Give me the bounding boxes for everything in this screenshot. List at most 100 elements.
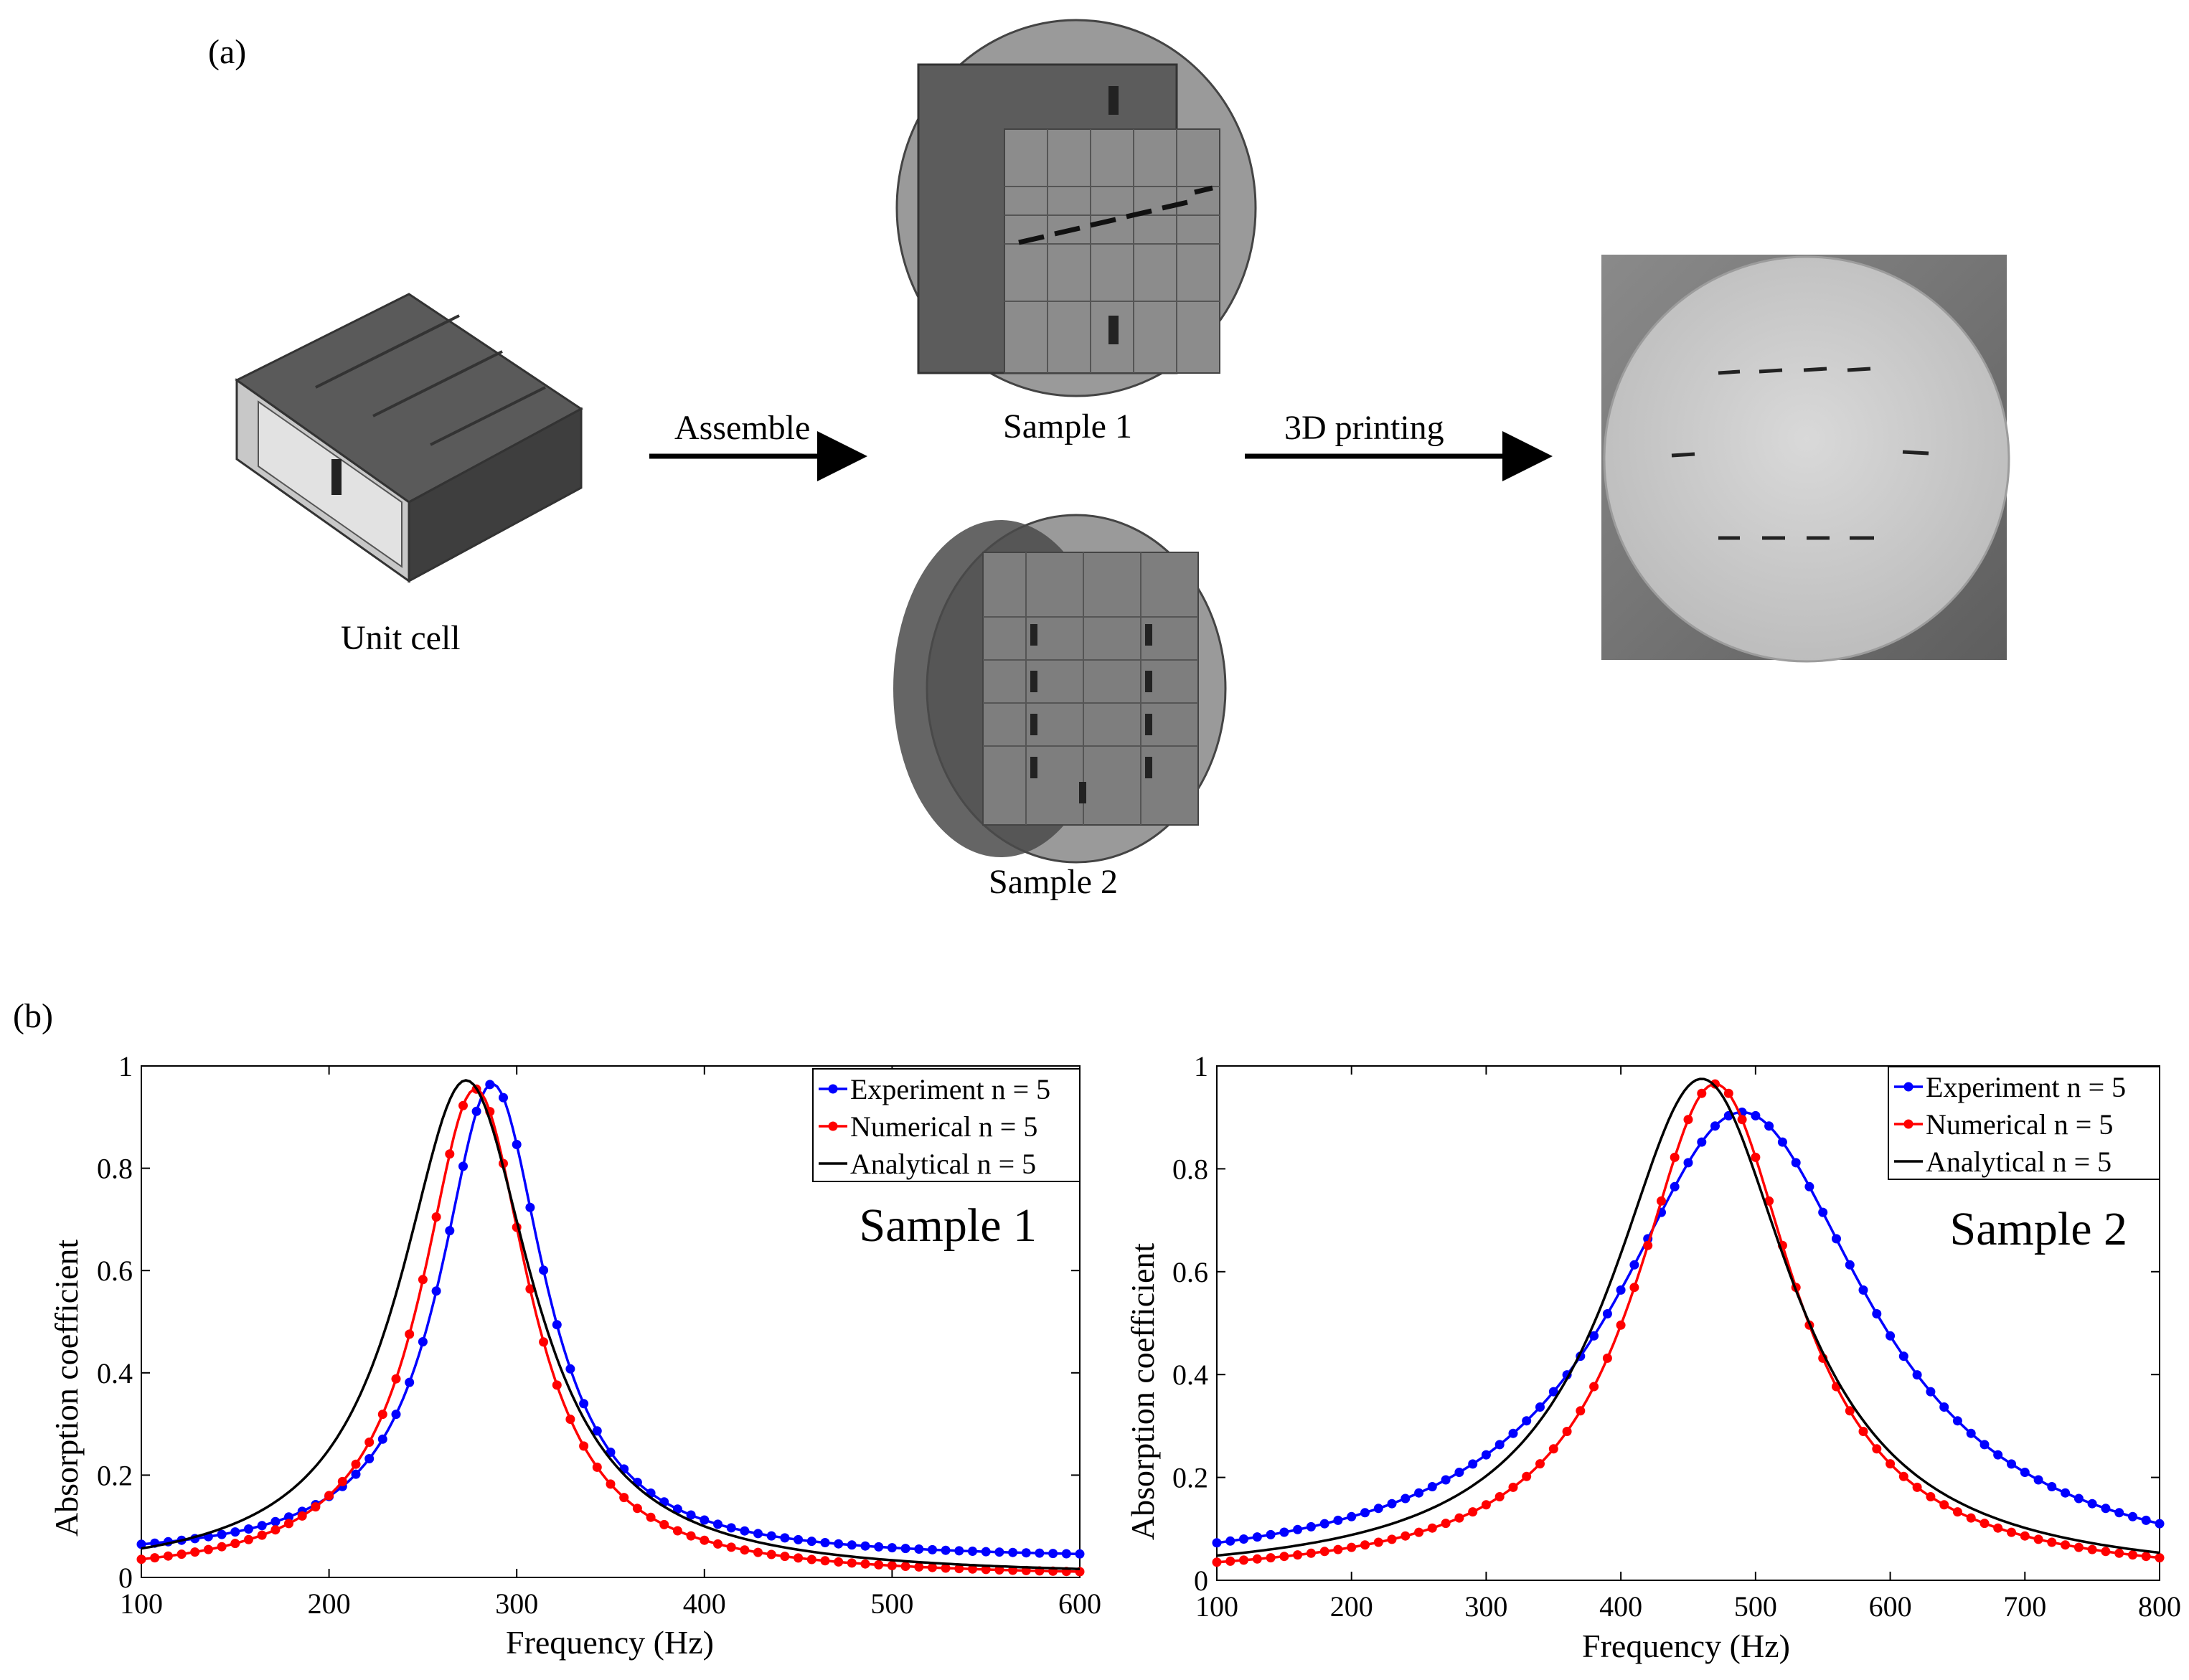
chart-2-title: Sample 2 xyxy=(1950,1203,2127,1255)
data-point xyxy=(1979,1440,1990,1450)
data-point xyxy=(579,1399,589,1409)
data-point xyxy=(954,1546,964,1556)
data-point xyxy=(1373,1504,1383,1514)
data-point xyxy=(1643,1240,1653,1250)
data-point xyxy=(794,1534,804,1544)
data-point xyxy=(1912,1482,1922,1492)
data-point xyxy=(2101,1547,2111,1557)
chart-2-legend: Experiment n = 5 Numerical n = 5 Analytica… xyxy=(1888,1066,2160,1180)
data-point xyxy=(1710,1079,1720,1089)
data-point xyxy=(176,1549,187,1559)
unit-cell-label: Unit cell xyxy=(341,619,461,657)
data-point xyxy=(1252,1554,1262,1564)
sample-2-label: Sample 2 xyxy=(989,863,1118,901)
data-point xyxy=(1670,1181,1680,1191)
data-point xyxy=(2114,1508,2124,1518)
data-point xyxy=(686,1510,696,1520)
data-point xyxy=(1616,1320,1626,1330)
data-point xyxy=(136,1539,146,1549)
data-point xyxy=(1414,1527,1424,1537)
y-tick-label: 1 xyxy=(1194,1050,1208,1082)
data-point xyxy=(1872,1444,1882,1454)
data-point xyxy=(405,1329,415,1339)
x-tick-label: 200 xyxy=(1330,1590,1373,1623)
data-point xyxy=(525,1202,535,1212)
data-point xyxy=(418,1275,428,1285)
data-point xyxy=(1939,1402,1949,1412)
data-point xyxy=(230,1527,240,1537)
data-point xyxy=(1966,1513,1976,1523)
data-point xyxy=(1306,1521,1316,1532)
x-tick-label: 800 xyxy=(2138,1590,2181,1623)
data-point xyxy=(1401,1493,1411,1504)
data-point xyxy=(2141,1515,2151,1525)
data-point xyxy=(1387,1534,1397,1544)
panel-b-label: (b) xyxy=(13,997,53,1035)
x-tick-label: 400 xyxy=(683,1587,726,1620)
data-point xyxy=(1347,1511,1357,1521)
legend-entry: Analytical n = 5 xyxy=(1926,1146,2112,1178)
data-point xyxy=(968,1547,977,1556)
data-point xyxy=(1993,1450,2003,1460)
data-point xyxy=(1697,1088,1707,1098)
data-point xyxy=(1979,1519,1990,1529)
data-point xyxy=(1293,1524,1303,1534)
data-point xyxy=(900,1544,910,1554)
data-point xyxy=(981,1565,991,1575)
data-point xyxy=(1791,1158,1801,1168)
data-point xyxy=(1075,1549,1085,1559)
x-tick-label: 700 xyxy=(2003,1590,2046,1623)
printed-sample-photo xyxy=(1601,255,2010,663)
data-point xyxy=(445,1149,455,1159)
data-point xyxy=(753,1529,763,1539)
data-point xyxy=(1751,1152,1761,1162)
data-point xyxy=(1845,1406,1855,1416)
sample-1-illustration xyxy=(895,19,1257,397)
data-point xyxy=(740,1545,750,1555)
data-point xyxy=(1926,1387,1936,1397)
data-point xyxy=(740,1526,750,1536)
data-point xyxy=(539,1265,549,1275)
data-point xyxy=(1804,1181,1814,1191)
data-point xyxy=(860,1559,870,1569)
data-point xyxy=(284,1512,293,1522)
data-point xyxy=(1576,1406,1586,1416)
x-tick-label: 400 xyxy=(1599,1590,1642,1623)
data-point xyxy=(1508,1428,1518,1438)
data-point xyxy=(391,1410,401,1420)
data-point xyxy=(2155,1553,2165,1563)
data-point xyxy=(391,1374,401,1384)
data-point xyxy=(244,1524,253,1534)
data-point xyxy=(1952,1507,1962,1517)
data-point xyxy=(324,1491,334,1501)
data-point xyxy=(1670,1152,1680,1162)
x-tick-label: 600 xyxy=(1869,1590,1912,1623)
data-point xyxy=(968,1564,977,1574)
y-tick-label: 0.4 xyxy=(97,1357,133,1389)
data-point xyxy=(552,1380,562,1390)
data-point xyxy=(1279,1527,1289,1537)
data-point xyxy=(1266,1553,1276,1563)
data-point xyxy=(431,1286,441,1296)
y-tick-label: 1 xyxy=(118,1050,133,1082)
data-point xyxy=(887,1543,897,1553)
data-point xyxy=(1952,1416,1962,1426)
data-point xyxy=(981,1547,991,1557)
data-point xyxy=(659,1519,669,1529)
data-point xyxy=(1279,1552,1289,1562)
data-point xyxy=(766,1531,776,1541)
data-point xyxy=(1818,1207,1828,1217)
data-point xyxy=(1021,1548,1031,1558)
data-point xyxy=(994,1547,1004,1557)
plot-frame xyxy=(141,1065,1081,1578)
x-tick-label: 500 xyxy=(870,1587,913,1620)
data-point xyxy=(364,1438,375,1447)
legend-entry: Experiment n = 5 xyxy=(850,1073,1050,1105)
legend-marker xyxy=(1903,1082,1913,1092)
data-point xyxy=(780,1533,790,1543)
data-point xyxy=(351,1459,361,1469)
data-point xyxy=(565,1364,575,1374)
sample-2-illustration xyxy=(893,514,1227,864)
data-point xyxy=(579,1441,589,1451)
data-point xyxy=(1697,1137,1707,1147)
